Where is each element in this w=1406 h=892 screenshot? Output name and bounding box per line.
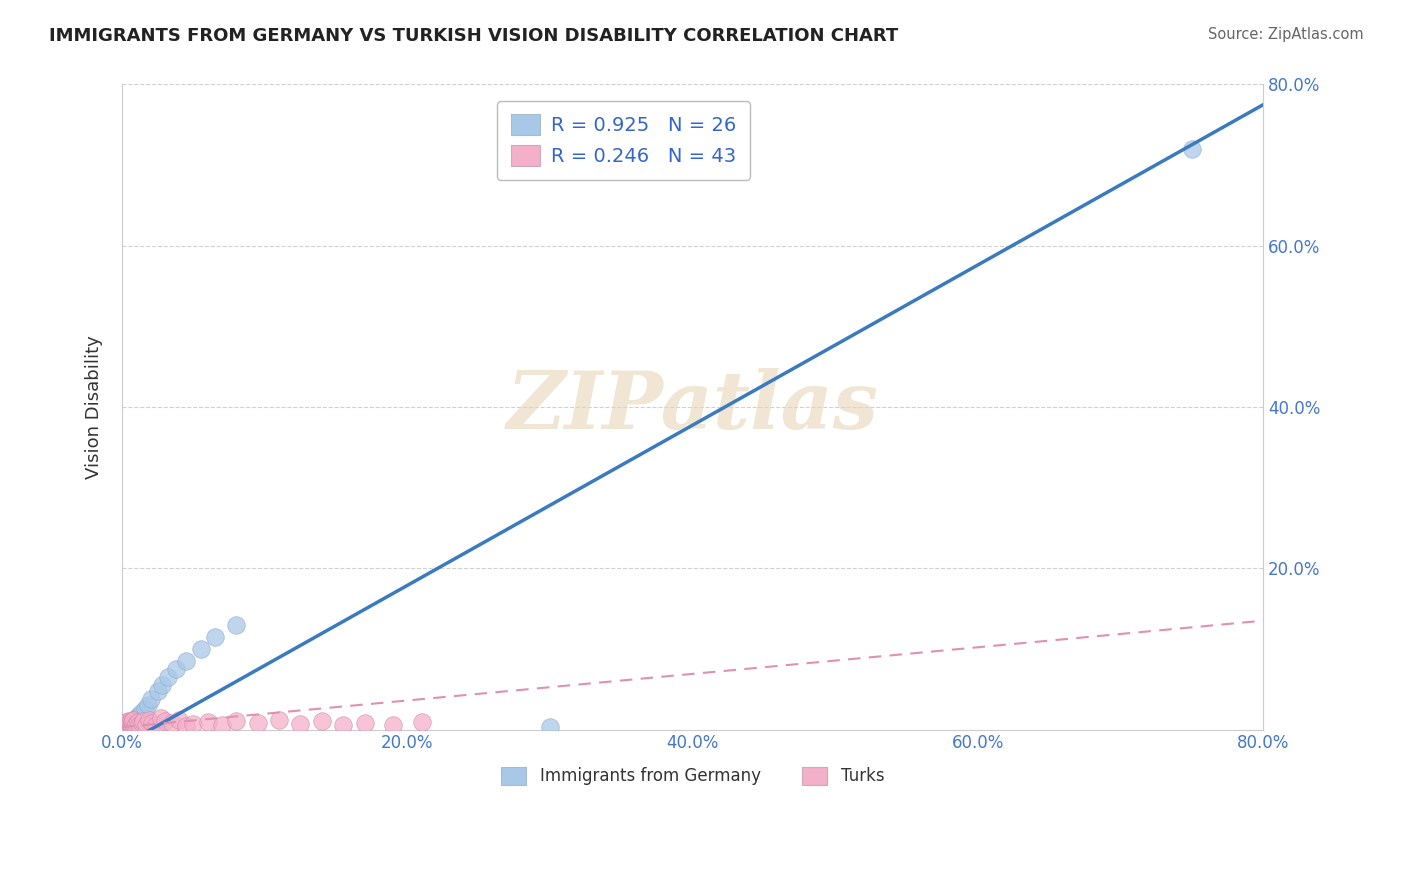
Point (134, 701, 156, 715)
Point (538, 720, 561, 734)
Text: IMMIGRANTS FROM GERMANY VS TURKISH VISION DISABILITY CORRELATION CHART: IMMIGRANTS FROM GERMANY VS TURKISH VISIO… (49, 27, 898, 45)
Point (204, 630, 226, 644)
Point (290, 716, 312, 731)
Point (112, 719, 135, 733)
Point (131, 705, 153, 719)
Point (225, 714, 247, 729)
Point (117, 717, 139, 731)
Point (174, 654, 197, 668)
Point (1181, 142, 1204, 156)
Point (124, 713, 146, 727)
Point (120, 717, 142, 731)
Point (122, 713, 145, 727)
Point (120, 714, 142, 728)
Point (112, 721, 135, 735)
Point (118, 719, 141, 733)
Point (382, 717, 405, 731)
Point (117, 714, 139, 729)
Point (139, 691, 162, 706)
Point (122, 718, 145, 732)
Point (135, 717, 157, 731)
Point (146, 683, 169, 698)
Point (121, 719, 143, 733)
Point (138, 713, 160, 727)
Point (132, 714, 155, 729)
Point (190, 641, 212, 656)
Point (311, 714, 333, 729)
Point (167, 713, 190, 727)
Point (211, 717, 233, 731)
Point (114, 720, 136, 734)
Point (122, 714, 145, 729)
Point (136, 698, 159, 713)
Point (118, 719, 141, 733)
Point (115, 719, 138, 733)
Point (124, 719, 146, 733)
Point (120, 718, 142, 732)
Text: Source: ZipAtlas.com: Source: ZipAtlas.com (1208, 27, 1364, 42)
Point (149, 711, 172, 725)
Point (112, 716, 135, 731)
Point (128, 718, 150, 732)
Point (156, 670, 179, 684)
Point (165, 662, 187, 676)
Point (246, 716, 269, 731)
Point (332, 718, 354, 732)
Point (131, 716, 153, 731)
Point (225, 617, 247, 632)
Point (121, 716, 143, 731)
Point (117, 718, 139, 732)
Point (125, 716, 148, 731)
Point (183, 716, 205, 731)
Point (174, 719, 197, 733)
Point (114, 716, 136, 731)
Point (118, 716, 141, 731)
Point (128, 708, 150, 723)
Point (411, 715, 433, 730)
Point (267, 713, 290, 727)
Legend: Immigrants from Germany, Turks: Immigrants from Germany, Turks (495, 760, 891, 792)
Point (145, 717, 167, 731)
Point (153, 714, 176, 729)
Point (115, 718, 138, 732)
Point (141, 716, 163, 731)
Point (160, 716, 183, 731)
Point (115, 719, 138, 733)
Y-axis label: Vision Disability: Vision Disability (86, 335, 103, 479)
Point (150, 678, 173, 692)
Text: ZIPatlas: ZIPatlas (506, 368, 879, 446)
Point (121, 715, 143, 730)
Point (115, 715, 138, 730)
Point (114, 720, 136, 734)
Point (125, 711, 148, 725)
Point (197, 715, 219, 730)
Point (127, 715, 149, 730)
Point (353, 716, 375, 731)
